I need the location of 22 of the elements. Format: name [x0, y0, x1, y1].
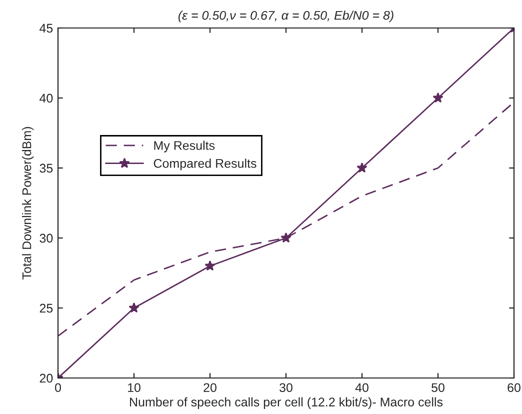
y-axis-title: Total Downlink Power(dBm) [22, 127, 34, 280]
x-tick-label: 60 [508, 383, 520, 392]
x-tick-label: 10 [128, 383, 140, 392]
chart-title: (ε = 0.50,ν = 0.67, α = 0.50, Eb/N0 = 8) [178, 10, 394, 22]
x-tick-label: 30 [280, 383, 292, 392]
point [280, 232, 292, 243]
y-tick-label: 45 [40, 24, 53, 33]
y-tick-label: 30 [40, 234, 53, 243]
x-tick-label: 40 [355, 383, 368, 392]
y-tick-label: 25 [40, 304, 53, 313]
legend-label: My Results [154, 140, 215, 152]
point [356, 162, 368, 173]
y-tick-label: 20 [40, 374, 53, 383]
legend-label: Compared Results [154, 158, 256, 170]
point [204, 260, 216, 271]
line-series [58, 28, 514, 378]
x-tick-label: 50 [432, 383, 444, 392]
y-tick-label: 35 [40, 164, 53, 173]
x-tick-label: 20 [204, 383, 216, 392]
y-tick-label: 40 [40, 94, 53, 103]
x-tick-label: 0 [55, 383, 61, 392]
x-axis-title: Number of speech calls per cell (12.2 kbit/s)- Macro cells [130, 397, 443, 409]
